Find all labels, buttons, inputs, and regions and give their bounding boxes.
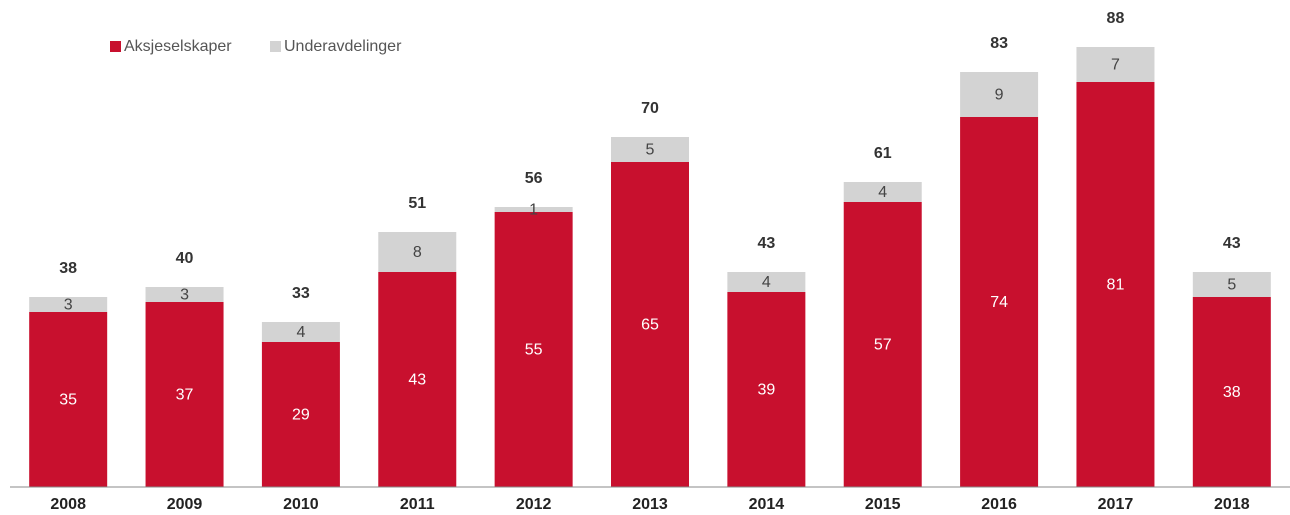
segment-label: 37 — [176, 387, 194, 404]
bar-segment — [29, 312, 108, 487]
bar-segment — [1076, 82, 1155, 487]
bar-segment — [1076, 47, 1155, 82]
bar-segment — [960, 72, 1039, 117]
segment-label: 4 — [762, 274, 771, 291]
segment-label: 65 — [641, 317, 659, 334]
segment-label: 4 — [296, 324, 305, 341]
segment-label: 5 — [1227, 277, 1236, 294]
bar-segment — [378, 272, 457, 487]
bar-segment — [611, 162, 689, 487]
segment-label: 35 — [59, 392, 77, 409]
bar-segment — [727, 292, 806, 487]
segment-label: 3 — [64, 297, 73, 314]
bar-segment — [494, 207, 573, 212]
total-label: 83 — [990, 35, 1008, 52]
legend-label: Aksjeselskaper — [124, 38, 232, 55]
total-label: 61 — [874, 145, 892, 162]
total-label: 43 — [1223, 235, 1241, 252]
segment-label: 1 — [529, 202, 538, 219]
segment-label: 5 — [646, 142, 655, 159]
total-label: 43 — [757, 235, 775, 252]
segment-label: 29 — [292, 407, 310, 424]
bar-segment — [378, 232, 457, 272]
bar-segment — [960, 117, 1039, 487]
x-tick-label: 2018 — [1214, 496, 1250, 513]
x-tick-label: 2015 — [865, 496, 901, 513]
total-label: 40 — [176, 250, 194, 267]
total-label: 51 — [408, 195, 426, 212]
total-label: 33 — [292, 285, 310, 302]
legend-swatch — [270, 41, 281, 52]
bar-segment — [29, 297, 108, 312]
bar-segment — [145, 287, 224, 302]
bar-segment — [843, 182, 922, 202]
bar-segment — [1192, 297, 1271, 487]
bar-segment — [261, 342, 340, 487]
segment-label: 8 — [413, 244, 422, 261]
x-tick-label: 2011 — [400, 496, 435, 513]
segment-label: 74 — [990, 294, 1008, 311]
total-label: 88 — [1107, 10, 1125, 27]
x-tick-label: 2008 — [50, 496, 86, 513]
bar-segment — [261, 322, 340, 342]
segment-label: 38 — [1223, 384, 1241, 401]
bar-segment — [727, 272, 806, 292]
x-tick-label: 2016 — [981, 496, 1017, 513]
bar-segment — [1192, 272, 1271, 297]
bar-segment — [843, 202, 922, 487]
total-label: 56 — [525, 170, 543, 187]
segment-label: 57 — [874, 337, 892, 354]
x-tick-label: 2014 — [749, 496, 785, 513]
bar-segment — [145, 302, 224, 487]
x-tick-label: 2010 — [283, 496, 319, 513]
legend-label: Underavdelinger — [284, 38, 402, 55]
x-tick-label: 2017 — [1098, 496, 1134, 513]
segment-label: 9 — [995, 87, 1004, 104]
total-label: 38 — [59, 260, 77, 277]
segment-label: 4 — [878, 184, 887, 201]
segment-label: 55 — [525, 342, 543, 359]
x-tick-label: 2012 — [516, 496, 552, 513]
segment-label: 7 — [1111, 57, 1120, 74]
legend-swatch — [110, 41, 121, 52]
segment-label: 43 — [408, 372, 426, 389]
total-label: 70 — [641, 100, 659, 117]
bar-segment — [494, 212, 573, 487]
x-tick-label: 2009 — [167, 496, 203, 513]
segment-label: 81 — [1107, 277, 1125, 294]
x-tick-label: 2013 — [632, 496, 668, 513]
segment-label: 3 — [180, 287, 189, 304]
bar-segment — [611, 137, 689, 162]
segment-label: 39 — [757, 382, 775, 399]
